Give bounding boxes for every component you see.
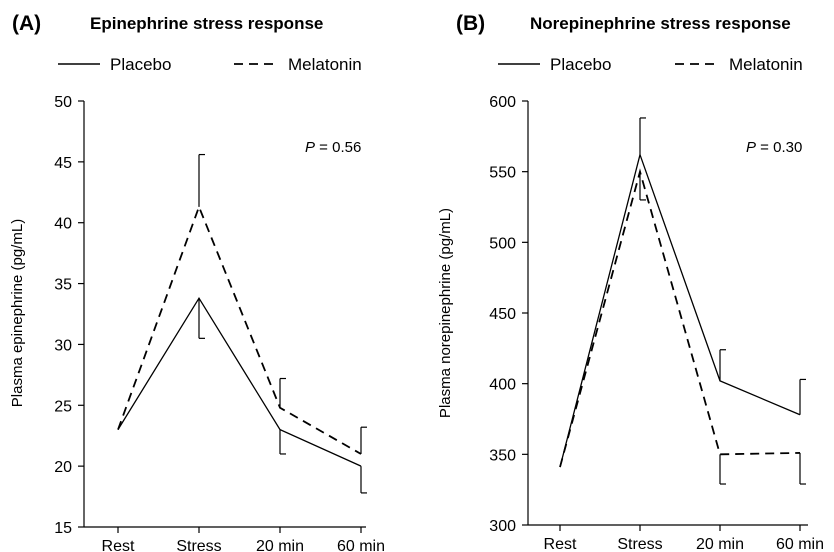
panel-a-p-value: P = 0.56 bbox=[305, 139, 361, 156]
panel-a-y-tick-label-50: 50 bbox=[54, 94, 72, 111]
panel-a-legend-placebo-label: Placebo bbox=[110, 55, 171, 74]
panel-b-x-tick-label-60-min: 60 min bbox=[776, 536, 824, 552]
panel-a-melatonin-error-bar-upper-20-min bbox=[279, 377, 286, 408]
panel-b-legend-placebo-label: Placebo bbox=[550, 55, 611, 74]
panel-a-y-axis-label: Plasma epinephrine (pg/mL) bbox=[9, 219, 26, 407]
panel-b-x-tick-label-20-min: 20 min bbox=[696, 536, 744, 552]
panel-b-title: Norepinephrine stress response bbox=[530, 14, 791, 33]
panel-b-y-tick-label-300: 300 bbox=[489, 518, 516, 535]
panel-b-series bbox=[559, 117, 806, 485]
panel-a-x-tick-label-20-min: 20 min bbox=[256, 538, 304, 552]
panel-b-melatonin-error-bar-lower-20-min bbox=[719, 454, 726, 485]
panel-b-y-ticks: 300 350 400 450 500 550 600 bbox=[489, 94, 528, 535]
panel-a-legend-melatonin-label: Melatonin bbox=[288, 55, 362, 74]
panel-a-y-tick-label-20: 20 bbox=[54, 459, 72, 476]
panel-b-y-axis-label: Plasma norepinephrine (pg/mL) bbox=[437, 208, 454, 418]
panel-b-melatonin-error-bar-lower-stress bbox=[639, 171, 646, 201]
panel-a-p-number: = 0.56 bbox=[315, 139, 361, 156]
panel-b-x-tick-label-stress: Stress bbox=[617, 536, 662, 552]
panel-a-x-tick-label-60-min: 60 min bbox=[337, 538, 385, 552]
panel-b-x-ticks: Rest Stress 20 min 60 min bbox=[544, 525, 824, 552]
panel-b-placebo-error-bar-upper-stress bbox=[639, 117, 646, 155]
panel-a-y-tick-label-30: 30 bbox=[54, 337, 72, 354]
panel-b-y-tick-label-450: 450 bbox=[489, 306, 516, 323]
panel-a-placebo-line bbox=[117, 296, 362, 467]
panel-a-y-tick-label-45: 45 bbox=[54, 155, 72, 172]
panel-a-y-ticks: 15 20 25 30 35 40 45 50 bbox=[54, 94, 84, 537]
panel-a-y-tick-label-35: 35 bbox=[54, 277, 72, 294]
panel-b-y-tick-label-400: 400 bbox=[489, 377, 516, 394]
panel-a-melatonin-error-bar-upper-stress bbox=[198, 153, 205, 207]
panel-a-x-tick-label-rest: Rest bbox=[102, 538, 135, 552]
panel-a: (A) Epinephrine stress response Placebo … bbox=[9, 12, 385, 552]
panel-b-placebo-error-bar-upper-20-min bbox=[719, 349, 726, 381]
panel-b-y-tick-label-350: 350 bbox=[489, 447, 516, 464]
panel-b-x-tick-label-rest: Rest bbox=[544, 536, 577, 552]
panel-a-x-tick-label-stress: Stress bbox=[176, 538, 221, 552]
panel-b-placebo-line bbox=[559, 152, 801, 468]
panel-b: (B) Norepinephrine stress response Place… bbox=[437, 12, 824, 552]
panel-a-placebo-error-bar-lower-20-min bbox=[279, 429, 286, 455]
panel-a-legend: Placebo Melatonin bbox=[58, 55, 362, 74]
panel-a-p-symbol: P bbox=[305, 139, 315, 156]
panel-a-melatonin-error-bar-upper-60-min bbox=[360, 426, 367, 454]
panel-a-y-tick-label-25: 25 bbox=[54, 398, 72, 415]
panel-b-y-tick-label-500: 500 bbox=[489, 235, 516, 252]
panel-b-p-number: = 0.30 bbox=[756, 139, 802, 156]
panel-a-y-tick-label-15: 15 bbox=[54, 520, 72, 537]
panel-b-legend-melatonin-label: Melatonin bbox=[729, 55, 803, 74]
panel-b-y-tick-label-550: 550 bbox=[489, 165, 516, 182]
panel-a-y-tick-label-40: 40 bbox=[54, 216, 72, 233]
panel-a-placebo-error-bar-lower-stress bbox=[198, 298, 205, 339]
panel-b-p-value: P = 0.30 bbox=[746, 139, 802, 156]
panel-b-p-symbol: P bbox=[746, 139, 756, 156]
panel-a-title: Epinephrine stress response bbox=[90, 14, 323, 33]
panel-b-y-tick-label-600: 600 bbox=[489, 94, 516, 111]
panel-b-melatonin-error-bar-lower-60-min bbox=[799, 452, 806, 485]
panel-a-placebo-error-bar-lower-60-min bbox=[360, 466, 367, 494]
panel-b-placebo-error-bar-upper-60-min bbox=[799, 378, 806, 415]
panel-b-melatonin-line bbox=[559, 168, 801, 468]
panel-b-legend: Placebo Melatonin bbox=[498, 55, 803, 74]
panel-a-x-ticks: Rest Stress 20 min 60 min bbox=[102, 527, 385, 552]
panel-a-melatonin-line bbox=[117, 204, 362, 455]
panel-b-label: (B) bbox=[456, 12, 485, 35]
panel-a-series bbox=[117, 153, 367, 494]
panel-a-label: (A) bbox=[12, 12, 41, 35]
